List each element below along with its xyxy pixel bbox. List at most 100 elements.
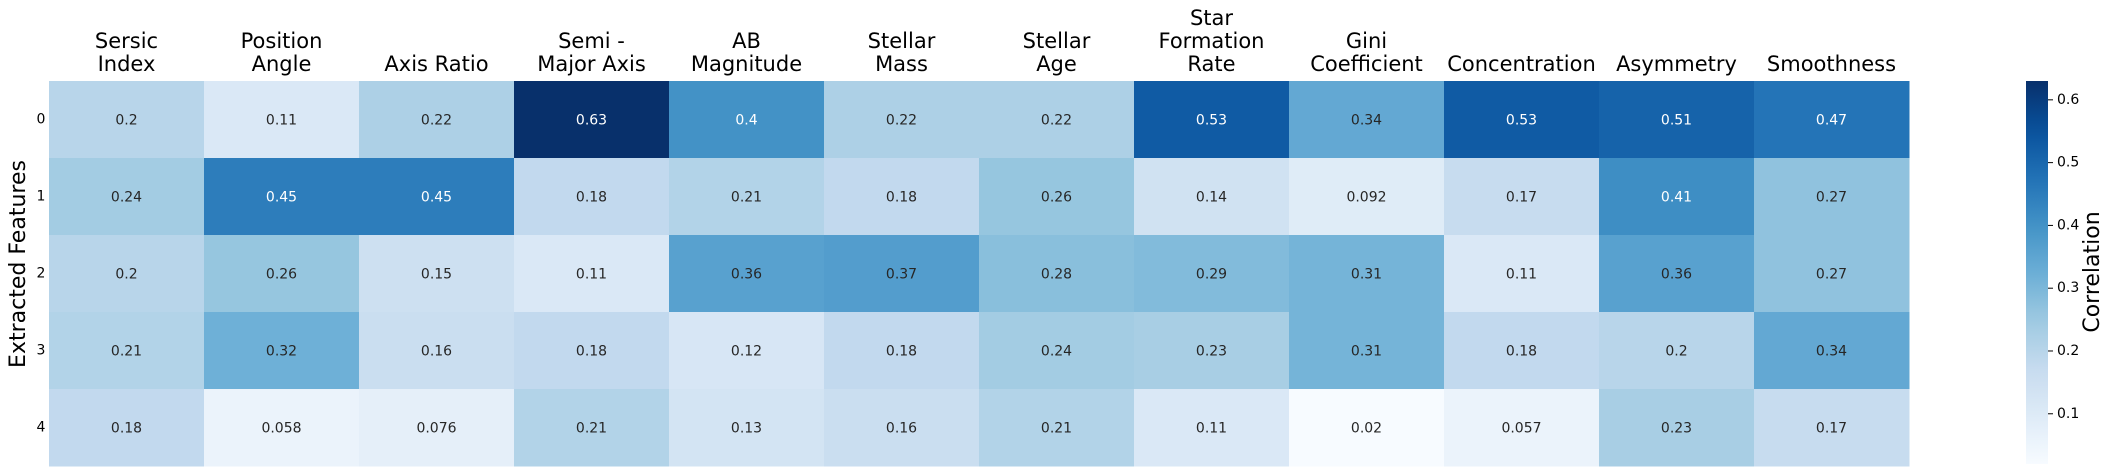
column-label: Smoothness bbox=[1767, 52, 1896, 76]
column-label: Age bbox=[1036, 52, 1077, 76]
colorbar-tick-label: 0.5 bbox=[2057, 155, 2079, 171]
cell-value-label: 0.057 bbox=[1501, 421, 1541, 437]
cell-value-label: 0.2 bbox=[1665, 344, 1687, 360]
cell-value-label: 0.092 bbox=[1346, 190, 1386, 206]
column-label: Position bbox=[241, 29, 323, 53]
heatmap-cell bbox=[979, 81, 1135, 159]
heatmap-cell bbox=[1289, 158, 1445, 236]
heatmap-cell bbox=[359, 235, 515, 313]
heatmap-cell bbox=[1599, 81, 1755, 159]
cell-value-label: 0.26 bbox=[266, 267, 297, 283]
cell-value-label: 0.14 bbox=[1196, 190, 1227, 206]
cell-value-label: 0.4 bbox=[735, 113, 757, 129]
cell-value-label: 0.16 bbox=[886, 421, 917, 437]
heatmap-cell bbox=[514, 81, 670, 159]
column-label: AB bbox=[732, 29, 761, 53]
cell-value-label: 0.21 bbox=[576, 421, 607, 437]
cell-value-label: 0.27 bbox=[1816, 190, 1847, 206]
column-label: Mass bbox=[875, 52, 928, 76]
heatmap-cell bbox=[1444, 158, 1600, 236]
heatmap-cell bbox=[1754, 81, 1910, 159]
heatmap-cell bbox=[1134, 312, 1290, 390]
heatmap-cell bbox=[979, 312, 1135, 390]
heatmap-cell bbox=[1289, 81, 1445, 159]
column-label: Rate bbox=[1187, 52, 1235, 76]
row-label: 0 bbox=[37, 112, 46, 128]
heatmap-cell bbox=[1754, 235, 1910, 313]
cell-value-label: 0.11 bbox=[576, 267, 607, 283]
heatmap-cell bbox=[204, 389, 360, 467]
heatmap-cell bbox=[1134, 158, 1290, 236]
heatmap-cell bbox=[1599, 312, 1755, 390]
heatmap-cell bbox=[1289, 235, 1445, 313]
column-label: Major Axis bbox=[537, 52, 646, 76]
heatmap-cell bbox=[1134, 81, 1290, 159]
heatmap-cell bbox=[1444, 81, 1600, 159]
column-label: Star bbox=[1190, 6, 1233, 30]
heatmap-cell bbox=[514, 312, 670, 390]
cell-value-label: 0.47 bbox=[1816, 113, 1847, 129]
heatmap-cell bbox=[669, 158, 825, 236]
cell-value-label: 0.31 bbox=[1351, 344, 1382, 360]
column-label: Asymmetry bbox=[1616, 52, 1737, 76]
column-label: Magnitude bbox=[691, 52, 802, 76]
heatmap-cell bbox=[824, 158, 980, 236]
cell-value-label: 0.36 bbox=[731, 267, 762, 283]
cell-value-label: 0.18 bbox=[886, 344, 917, 360]
y-axis-label: Extracted Features bbox=[6, 160, 31, 368]
cell-value-label: 0.45 bbox=[266, 190, 297, 206]
cell-value-label: 0.15 bbox=[421, 267, 452, 283]
heatmap-cell bbox=[514, 158, 670, 236]
heatmap-cell bbox=[49, 312, 205, 390]
colorbar-tick-label: 0.1 bbox=[2057, 406, 2079, 422]
cell-value-label: 0.2 bbox=[115, 113, 137, 129]
heatmap-cell bbox=[1599, 389, 1755, 467]
row-label: 4 bbox=[37, 420, 46, 436]
heatmap-cell bbox=[669, 312, 825, 390]
cell-value-label: 0.63 bbox=[576, 113, 607, 129]
column-label: Semi - bbox=[558, 29, 625, 53]
heatmap-cell bbox=[204, 81, 360, 159]
cell-value-label: 0.34 bbox=[1816, 344, 1847, 360]
heatmap-cell bbox=[1444, 312, 1600, 390]
heatmap-cell bbox=[1754, 158, 1910, 236]
heatmap-cell bbox=[1599, 235, 1755, 313]
row-label: 1 bbox=[37, 189, 46, 205]
row-labels: 0 1 2 3 4 bbox=[37, 112, 46, 436]
heatmap-cell bbox=[49, 235, 205, 313]
heatmap-cell bbox=[1134, 389, 1290, 467]
heatmap-cell bbox=[1134, 235, 1290, 313]
cell-value-label: 0.53 bbox=[1506, 113, 1537, 129]
cell-value-label: 0.17 bbox=[1506, 190, 1537, 206]
cell-value-label: 0.23 bbox=[1196, 344, 1227, 360]
heatmap-cell bbox=[979, 235, 1135, 313]
cell-value-label: 0.16 bbox=[421, 344, 452, 360]
colorbar-tick-label: 0.3 bbox=[2057, 280, 2079, 296]
heatmap-cell bbox=[359, 312, 515, 390]
cell-value-label: 0.22 bbox=[421, 113, 452, 129]
heatmap-cell bbox=[359, 81, 515, 159]
column-label: Sersic bbox=[95, 29, 158, 53]
cell-value-label: 0.22 bbox=[886, 113, 917, 129]
heatmap-cell bbox=[1754, 389, 1910, 467]
heatmap-cell bbox=[1444, 235, 1600, 313]
colorbar-tick-label: 0.6 bbox=[2057, 92, 2079, 108]
cell-value-label: 0.2 bbox=[115, 267, 137, 283]
heatmap-cell bbox=[1599, 158, 1755, 236]
heatmap-cell bbox=[514, 235, 670, 313]
cell-value-label: 0.21 bbox=[731, 190, 762, 206]
colorbar-ticks: 0.1 0.2 0.3 0.4 0.5 0.6 bbox=[2048, 92, 2079, 422]
column-label: Coefficient bbox=[1310, 52, 1423, 76]
cell-value-label: 0.27 bbox=[1816, 267, 1847, 283]
cell-value-label: 0.24 bbox=[111, 190, 142, 206]
column-label: Stellar bbox=[1023, 29, 1091, 53]
column-label: Formation bbox=[1159, 29, 1265, 53]
column-label: Axis Ratio bbox=[384, 52, 488, 76]
cell-value-label: 0.18 bbox=[886, 190, 917, 206]
cell-value-label: 0.23 bbox=[1661, 421, 1692, 437]
cell-value-label: 0.21 bbox=[111, 344, 142, 360]
cell-value-label: 0.11 bbox=[1506, 267, 1537, 283]
cell-value-label: 0.22 bbox=[1041, 113, 1072, 129]
